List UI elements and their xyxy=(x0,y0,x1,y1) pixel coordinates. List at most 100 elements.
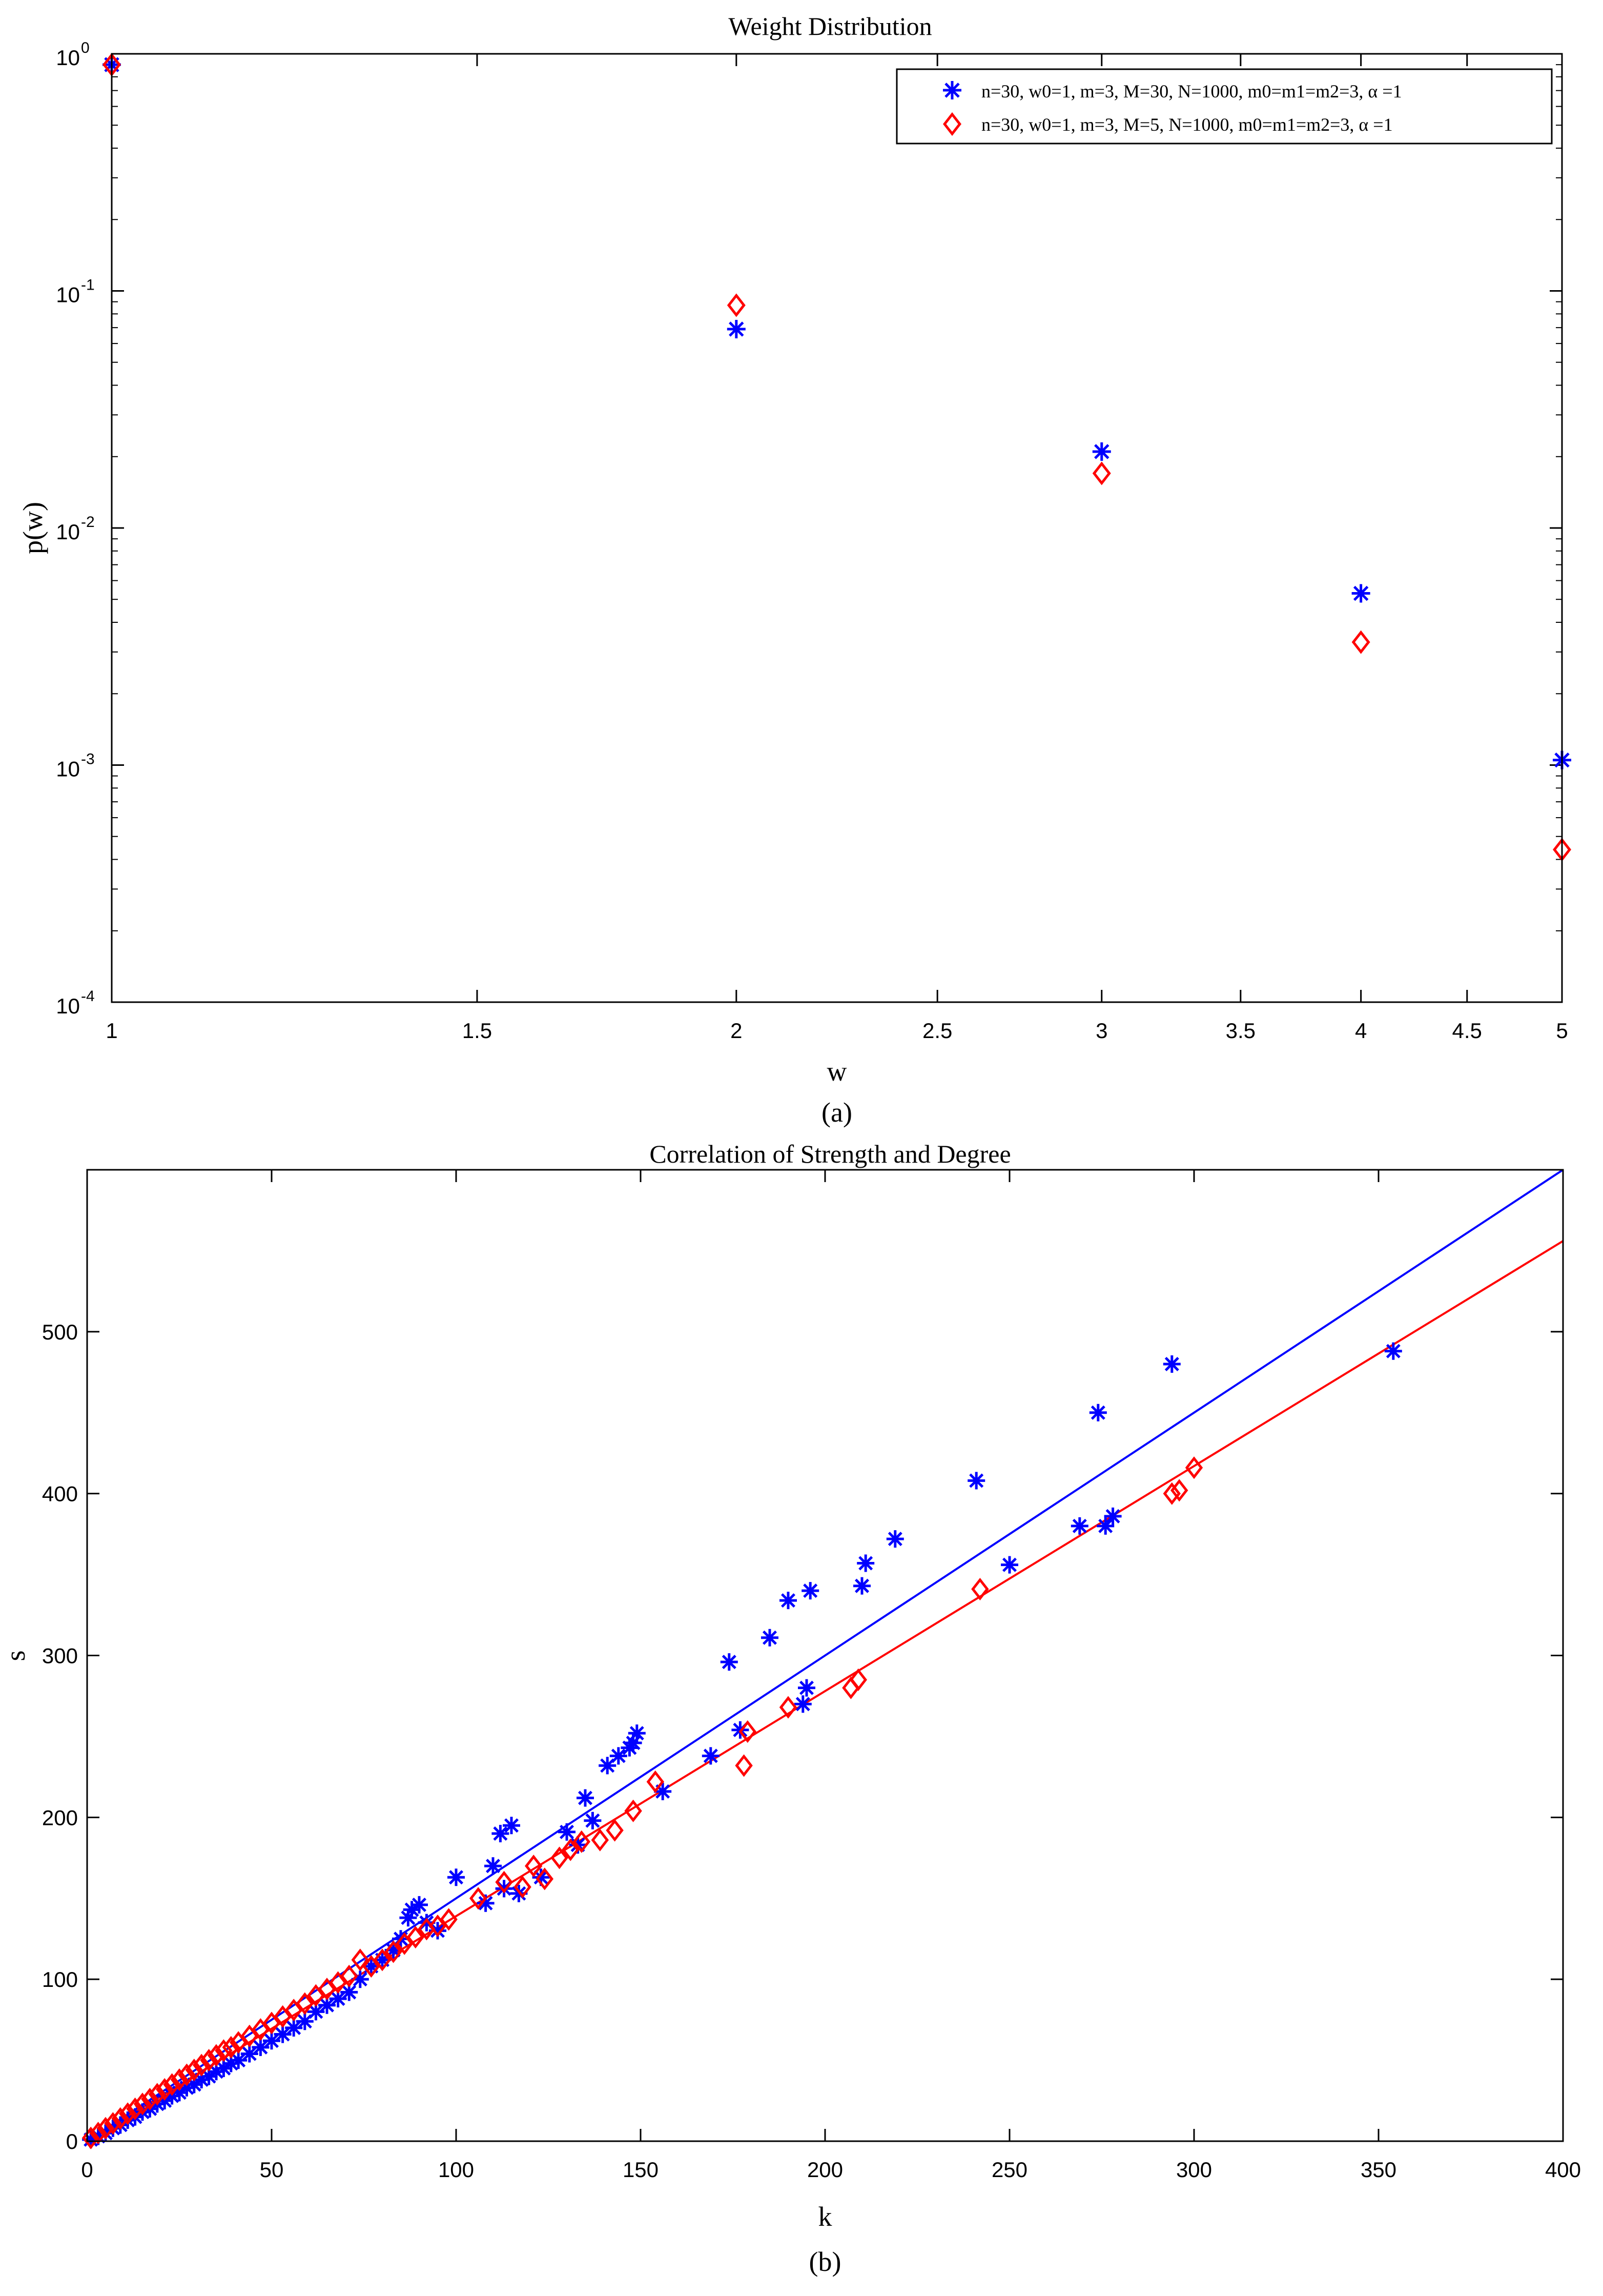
x-tick-label: 2 xyxy=(730,1019,742,1043)
series-2-point xyxy=(148,2083,167,2106)
series-2-point xyxy=(550,1846,568,1870)
series-1-point xyxy=(727,320,746,339)
legend-box xyxy=(896,68,1553,145)
x-tick-label: 300 xyxy=(1176,2158,1212,2182)
x-tick-label: 3.5 xyxy=(1226,1019,1256,1043)
chart-b-caption: (b) xyxy=(809,2246,841,2277)
x-tick-label: 350 xyxy=(1361,2158,1396,2182)
legend-markers xyxy=(943,81,961,136)
series-2-point xyxy=(340,1964,358,1987)
series-1-point xyxy=(968,1472,985,1490)
series-1-point xyxy=(558,1823,576,1841)
weight-distribution-panel: Weight Distribution 1 1.5 2 2.5 3 3.5 4 4.5 510-… xyxy=(17,12,1571,1128)
series-2-point xyxy=(81,2126,100,2149)
series-1-point xyxy=(628,1724,646,1742)
series-1-point xyxy=(1384,1342,1402,1360)
series-2-point xyxy=(215,2039,233,2062)
chart-a-plot-area xyxy=(111,53,1563,1003)
chart-b-ylabel: s xyxy=(0,1650,31,1661)
series-2-point xyxy=(406,1925,425,1949)
series-2-point xyxy=(624,1799,642,1822)
x-tick-label: 3 xyxy=(1096,1019,1107,1043)
x-tick-label: 1 xyxy=(106,1019,117,1043)
series-2-point xyxy=(513,1876,531,1899)
series-2-point xyxy=(362,1955,380,1978)
chart-b-title: Correlation of Strength and Degree xyxy=(649,1140,1011,1168)
series-1-point xyxy=(761,1629,778,1647)
y-tick-label: 200 xyxy=(42,1805,78,1830)
x-tick-label: 5 xyxy=(1556,1019,1568,1043)
series-1-point xyxy=(886,1530,904,1548)
series-2-point xyxy=(262,2011,281,2035)
y-tick-label: 10 xyxy=(56,757,80,781)
series-1-point xyxy=(702,1747,720,1765)
x-tick-label: 4.5 xyxy=(1452,1019,1482,1043)
series-2-point xyxy=(192,2054,211,2077)
series-1-point xyxy=(577,1789,594,1807)
x-tick-label: 250 xyxy=(992,2158,1027,2182)
series-2-point xyxy=(351,1948,369,1972)
x-tick-label: 2.5 xyxy=(922,1019,952,1043)
series-1-point xyxy=(484,1857,502,1875)
chart-a-ylabel: p(w) xyxy=(17,502,48,554)
series-1-point xyxy=(801,1582,819,1600)
series-2-point xyxy=(384,1940,402,1963)
chart-b-xlabel: k xyxy=(818,2201,832,2232)
series-1-point xyxy=(779,1592,797,1610)
series-2-point xyxy=(229,2031,248,2054)
chart-b-ticks: 0 50 100 150 200 250 300 350 400 0 100 200 300 400 500 xyxy=(42,1170,1581,2182)
y-tick-label: 500 xyxy=(42,1320,78,1344)
series-1-point xyxy=(853,1577,871,1595)
series-1-point xyxy=(584,1812,602,1830)
series-2-point xyxy=(591,1828,609,1852)
y-tick-exponent: -1 xyxy=(81,277,95,294)
series-2-point xyxy=(440,1908,458,1931)
series-2-point xyxy=(96,2117,115,2140)
series-1-point xyxy=(720,1653,738,1671)
x-tick-label: 400 xyxy=(1545,2158,1581,2182)
y-tick-exponent: -2 xyxy=(81,514,95,531)
series-2-point xyxy=(133,2092,152,2116)
y-tick-label: 10 xyxy=(56,520,80,544)
series-2-point xyxy=(118,2102,137,2125)
series-2-point xyxy=(971,1577,989,1601)
x-tick-label: 0 xyxy=(81,2158,93,2182)
series-2-point xyxy=(178,2063,196,2086)
x-tick-label: 50 xyxy=(260,2158,284,2182)
series-1-point xyxy=(491,1824,509,1842)
series-1-point xyxy=(1092,442,1111,461)
series-2-point xyxy=(207,2044,225,2067)
y-tick-label: 10 xyxy=(56,994,80,1018)
series-2-point xyxy=(274,2005,292,2028)
series-2-point xyxy=(307,1984,325,2007)
y-tick-exponent: -3 xyxy=(81,751,95,768)
x-tick-label: 150 xyxy=(623,2158,659,2182)
legend-entry-series-2: n=30, w0=1, m=3, M=5, N=1000, m0=m1=m2=3… xyxy=(981,114,1393,135)
x-tick-label: 200 xyxy=(807,2158,843,2182)
series-2-point xyxy=(849,1668,868,1691)
series-2-point xyxy=(1092,461,1111,485)
series-2-point xyxy=(428,1914,447,1938)
series-2-point xyxy=(296,1992,314,2015)
y-tick-exponent: 0 xyxy=(81,39,90,56)
series-1-point xyxy=(1071,1517,1088,1535)
y-tick-label: 10 xyxy=(56,283,80,307)
series-2-point xyxy=(104,2112,122,2135)
y-tick-label: 400 xyxy=(42,1482,78,1506)
series-2-point xyxy=(200,2049,218,2072)
y-tick-label: 10 xyxy=(56,46,80,70)
series-2-point xyxy=(536,1867,554,1891)
legend-marker-series-2 xyxy=(943,112,961,136)
series-1-point xyxy=(1351,584,1370,603)
y-tick-label: 100 xyxy=(42,1967,78,1992)
series-2-point xyxy=(572,1830,591,1853)
strength-degree-panel: Correlation of Strength and Degree 0 50 10… xyxy=(0,1140,1581,2277)
series-2-point xyxy=(111,2107,130,2130)
series-2-point xyxy=(646,1770,665,1793)
series-2-point xyxy=(318,1978,336,2001)
series-2-point xyxy=(141,2087,159,2110)
series-1-point xyxy=(1163,1355,1181,1373)
series-2-point xyxy=(240,2024,259,2047)
